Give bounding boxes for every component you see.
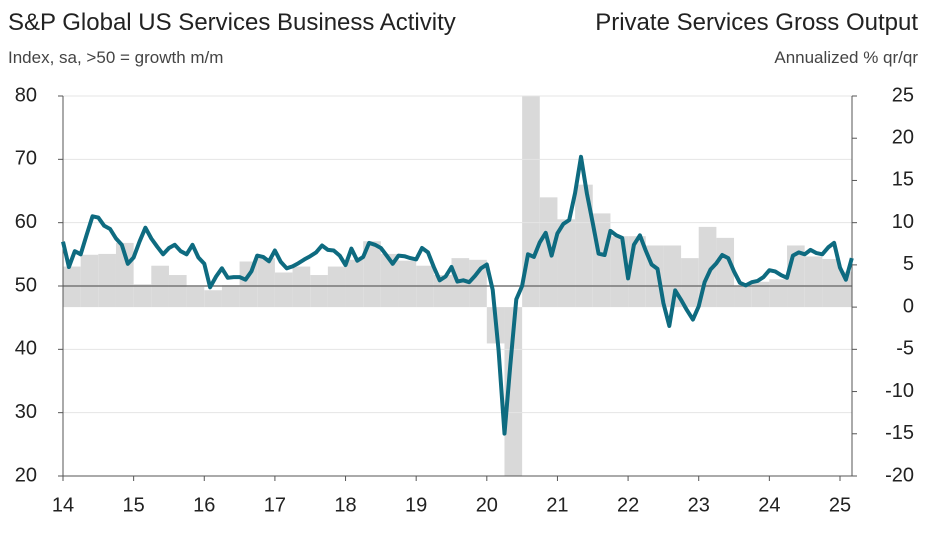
y-tick-label: 80 xyxy=(15,84,37,106)
bar xyxy=(398,260,417,308)
y2-tick-label: 25 xyxy=(892,84,914,106)
x-tick-label: 20 xyxy=(476,494,498,516)
y-tick-label: 30 xyxy=(15,401,37,423)
bar xyxy=(822,258,840,308)
y2-tick-label: -5 xyxy=(896,338,914,360)
bar xyxy=(310,275,328,308)
bar xyxy=(257,258,275,308)
bar xyxy=(433,275,452,308)
y-tick-label: 40 xyxy=(15,338,37,360)
bar xyxy=(186,286,205,308)
bar xyxy=(115,242,134,308)
bar xyxy=(681,258,699,308)
bar xyxy=(469,259,487,308)
bar xyxy=(327,266,346,308)
bar xyxy=(168,275,187,308)
x-tick-label: 24 xyxy=(758,494,780,516)
x-tick-label: 15 xyxy=(123,494,145,516)
bar xyxy=(239,261,258,308)
bar xyxy=(804,256,823,308)
y2-tick-label: -15 xyxy=(885,422,914,444)
y-tick-label: 20 xyxy=(15,464,37,486)
bar xyxy=(575,184,593,308)
bar xyxy=(363,241,381,308)
bar xyxy=(274,272,293,308)
bar xyxy=(539,197,558,308)
x-tick-label: 23 xyxy=(688,494,710,516)
y-tick-label: 50 xyxy=(15,274,37,296)
bar xyxy=(716,237,735,308)
y2-tick-label: 10 xyxy=(892,211,914,233)
x-tick-label: 22 xyxy=(617,494,639,516)
x-tick-label: 16 xyxy=(193,494,215,516)
bar xyxy=(734,286,752,308)
bar xyxy=(133,284,152,308)
chart-title: S&P Global US Services Business Activity xyxy=(8,9,456,36)
y2-subtitle: Annualized % qr/qr xyxy=(774,48,918,67)
x-tick-label: 21 xyxy=(546,494,568,516)
y-tick-label: 70 xyxy=(15,148,37,170)
bar xyxy=(63,266,81,308)
x-tick-label: 18 xyxy=(334,494,356,516)
bar xyxy=(769,279,788,308)
y2-tick-label: 5 xyxy=(903,253,914,275)
x-tick-label: 19 xyxy=(405,494,427,516)
x-tick-label: 25 xyxy=(829,494,851,516)
chart-subtitle: Index, sa, >50 = growth m/m xyxy=(8,48,223,67)
bar xyxy=(98,253,116,308)
line xyxy=(61,154,854,436)
bar xyxy=(80,254,99,308)
y-tick-label: 60 xyxy=(15,211,37,233)
x-tick-label: 17 xyxy=(264,494,286,516)
bar xyxy=(345,259,364,308)
bar xyxy=(204,290,222,308)
bar xyxy=(557,219,576,308)
bar xyxy=(751,281,770,308)
y2-tick-label: -20 xyxy=(885,464,914,486)
bar xyxy=(380,253,399,308)
y2-tick-label: 0 xyxy=(903,295,914,317)
y2-tick-label: -10 xyxy=(885,380,914,402)
bar xyxy=(839,271,852,308)
y2-tick-label: 20 xyxy=(892,127,914,149)
bar xyxy=(221,285,240,308)
bar xyxy=(292,266,311,308)
x-tick-label: 14 xyxy=(52,494,74,516)
y2-tick-label: 15 xyxy=(892,169,914,191)
y2-title: Private Services Gross Output xyxy=(595,9,918,36)
